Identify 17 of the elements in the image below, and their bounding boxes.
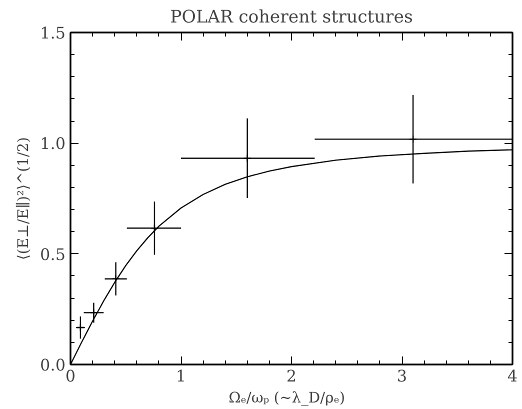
point (76, 323, 85, 332)
x-tick-label: 1 (176, 366, 186, 386)
point (150, 224, 159, 232)
x-axis-title: Ωₑ/ωₚ (~λ_D/ρₑ) (228, 390, 346, 406)
y-tick-label: 0.0 (40, 356, 66, 374)
chart-title: POLAR coherent structures (170, 8, 413, 28)
point (243, 154, 252, 162)
y-axis-title: ⟨(E⊥/E∥)²⟩^(1/2) (15, 137, 32, 260)
x-tick-label: 4 (507, 366, 518, 386)
x-tick-label: 3 (396, 366, 408, 386)
point (112, 274, 120, 283)
x-tick-label: 2 (286, 366, 297, 386)
point (408, 135, 418, 144)
y-tick-label: 0.5 (40, 244, 66, 264)
y-tick-label: 1.0 (40, 134, 66, 154)
x-tick-label: 0 (65, 366, 76, 386)
y-tick-label: 1.5 (40, 24, 66, 42)
